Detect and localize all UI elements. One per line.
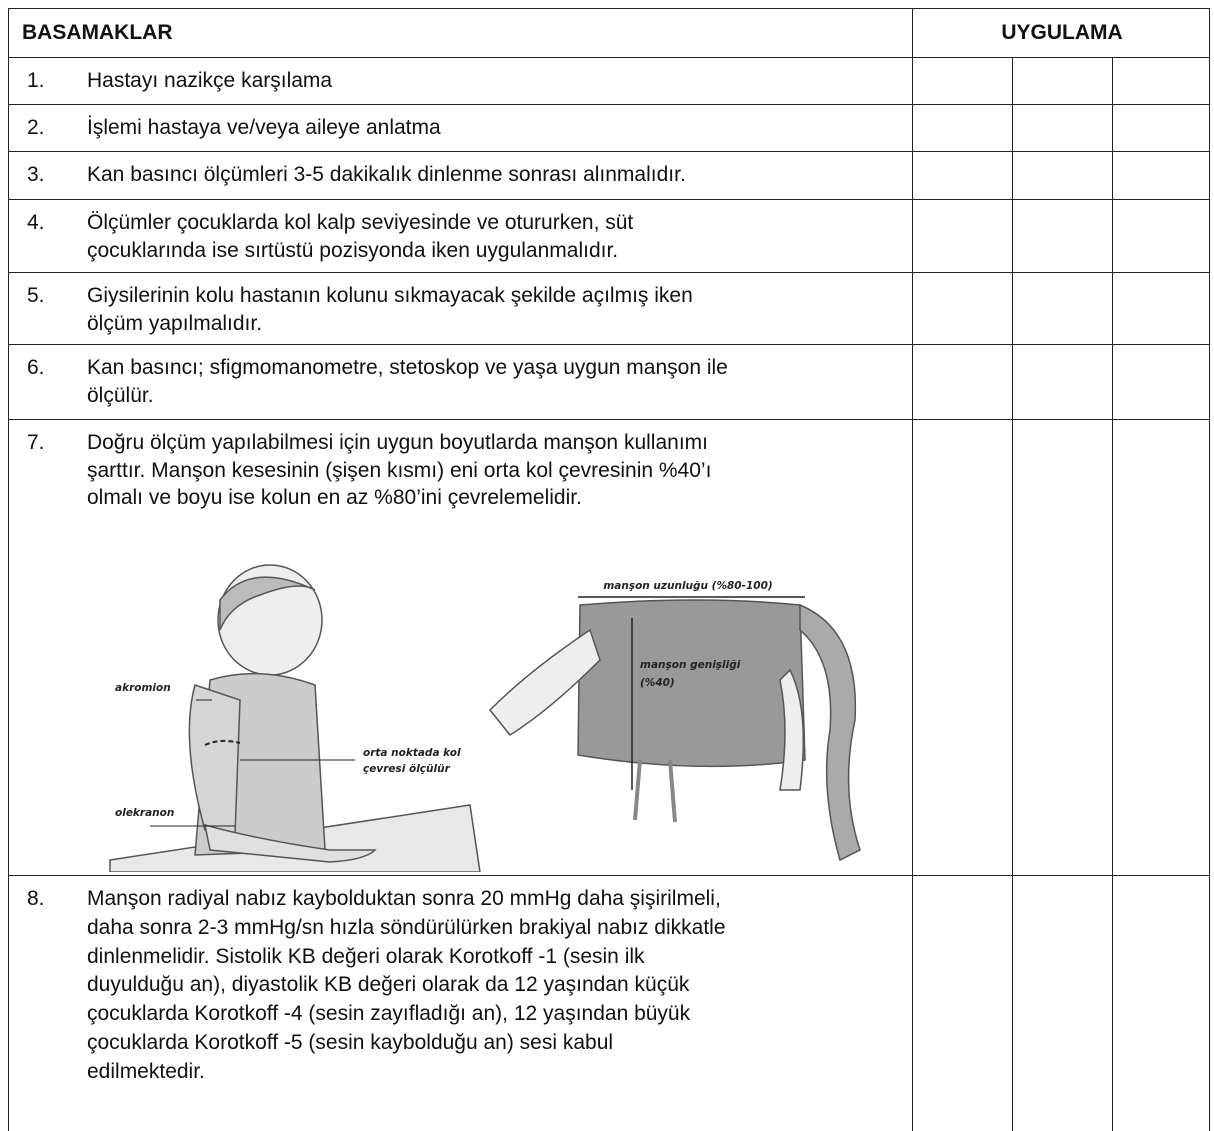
row-text: ölçüm yapılmalıdır. [87,311,263,335]
row-border [8,104,1210,105]
row-text: dinlenmelidir. Sistolik KB değeri olarak… [87,944,645,968]
row-border [8,57,1210,58]
child-illustration [109,564,481,872]
row-text: olmalı ve boyu ise kolun en az %80’ini ç… [87,486,582,509]
row-number: 8. [27,887,45,910]
row-border [8,199,1210,200]
label-midpoint: çevresi ölçülür [363,763,451,775]
row-text: Ölçümler çocuklarda kol kalp seviyesinde… [87,211,634,234]
row-text: Giysilerinin kolu hastanın kolunu sıkmay… [87,284,693,307]
col-border [8,8,9,1131]
row-number: 2. [27,116,45,139]
row-number: 6. [27,356,45,379]
row-text: çocuklarda Korotkoff -5 (sesin kaybolduğ… [87,1031,614,1054]
row-text: duyulduğu an), diyastolik KB değeri olar… [87,973,690,997]
row-text: Kan basıncı ölçümleri 3-5 dakikalık dinl… [87,163,686,186]
label-cuff-width: manşon genişliği [640,659,741,671]
col-border [1209,8,1210,1131]
header-steps: BASAMAKLAR [22,21,173,44]
header-application: UYGULAMA [1001,21,1123,44]
col-border [1012,57,1013,1131]
row-text: çocuklarda Korotkoff -4 (sesin zayıfladı… [87,1002,691,1026]
col-border [1112,57,1113,1131]
row-border [8,344,1210,345]
row-text: Manşon radiyal nabız kaybolduktan sonra … [87,887,721,910]
label-cuff-length: manşon uzunluğu (%80-100) [603,580,772,592]
row-text: daha sonra 2-3 mmHg/sn hızla söndürülürk… [87,915,726,939]
row-border [8,272,1210,273]
row-text: Doğru ölçüm yapılabilmesi için uygun boy… [87,431,708,454]
row-text: Hastayı nazikçe karşılama [87,69,333,92]
row-number: 3. [27,163,45,186]
row-number: 1. [27,69,45,92]
col-border [912,8,913,1131]
row-border [8,151,1210,152]
row-text: şarttır. Manşon kesesinin (şişen kısmı) … [87,458,712,482]
row-number: 7. [27,431,45,454]
figure: akromion orta noktada kol çevresi ölçülü… [109,564,861,872]
cuff-illustration [488,596,861,862]
row-text: İşlemi hastaya ve/veya aileye anlatma [87,116,441,139]
border [8,8,1210,9]
row-text: ölçülür. [87,383,154,407]
label-akromion: akromion [115,682,171,694]
row-text: edilmektedir. [87,1059,205,1083]
row-text: Kan basıncı; sfigmomanometre, stetoskop … [87,356,728,379]
row-border [8,875,1210,876]
row-text: çocuklarında ise sırtüstü pozisyonda ike… [87,238,619,262]
label-olekranon: olekranon [115,807,174,819]
row-border [8,419,1210,420]
row-number: 4. [27,211,45,234]
row-number: 5. [27,284,45,307]
label-cuff-width: (%40) [640,677,675,689]
label-midpoint: orta noktada kol [363,747,461,759]
